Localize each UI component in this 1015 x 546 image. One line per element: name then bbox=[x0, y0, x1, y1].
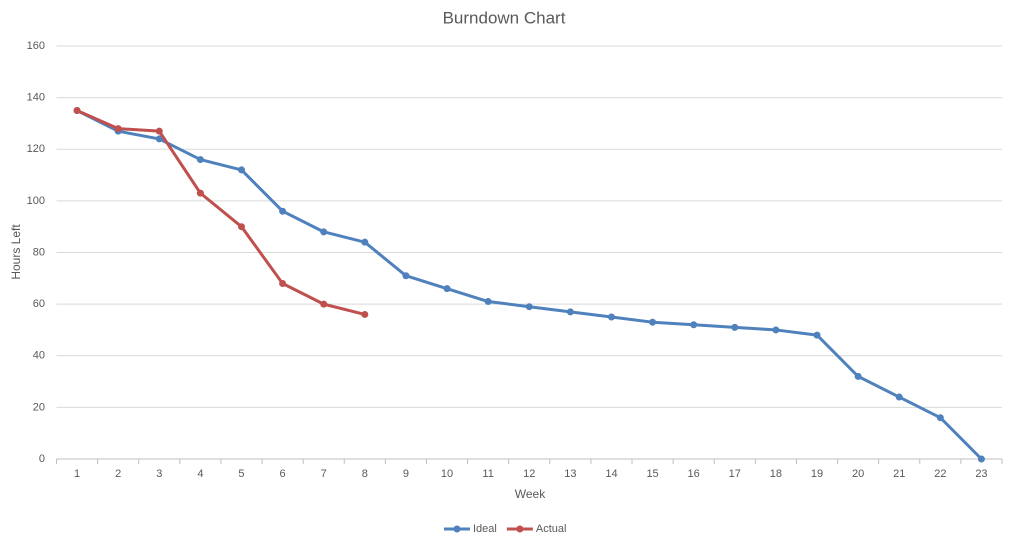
data-point bbox=[237, 166, 245, 174]
legend-label: Actual bbox=[536, 523, 567, 535]
y-tick-label: 140 bbox=[27, 92, 45, 104]
y-tick-label: 100 bbox=[27, 195, 45, 207]
data-point bbox=[279, 279, 287, 287]
data-point bbox=[731, 323, 739, 331]
data-point bbox=[607, 313, 615, 321]
y-tick-label: 80 bbox=[33, 246, 45, 258]
x-tick-label: 21 bbox=[893, 468, 905, 480]
data-point bbox=[443, 285, 451, 293]
data-point bbox=[772, 326, 780, 334]
x-tick-label: 15 bbox=[646, 468, 658, 480]
data-point bbox=[361, 310, 369, 318]
x-tick-label: 9 bbox=[403, 468, 409, 480]
data-point bbox=[977, 455, 985, 463]
legend-marker bbox=[453, 525, 461, 533]
series-line bbox=[76, 109, 983, 461]
x-tick-label: 17 bbox=[729, 468, 741, 480]
x-tick-label: 8 bbox=[362, 468, 368, 480]
x-tick-label: 10 bbox=[441, 468, 453, 480]
x-tick-label: 19 bbox=[811, 468, 823, 480]
x-tick-label: 13 bbox=[564, 468, 576, 480]
data-point bbox=[402, 272, 410, 280]
x-tick-label: 12 bbox=[523, 468, 535, 480]
data-point bbox=[484, 298, 492, 306]
data-point bbox=[155, 135, 163, 143]
x-tick-label: 1 bbox=[74, 468, 80, 480]
x-tick-label: 7 bbox=[321, 468, 327, 480]
data-point bbox=[114, 125, 122, 133]
x-tick-label: 5 bbox=[238, 468, 244, 480]
x-tick-label: 22 bbox=[934, 468, 946, 480]
x-tick-label: 2 bbox=[115, 468, 121, 480]
y-tick-label: 0 bbox=[39, 453, 45, 465]
chart-title: Burndown Chart bbox=[443, 8, 566, 27]
data-point bbox=[196, 189, 204, 197]
data-point bbox=[237, 223, 245, 231]
y-tick-label: 120 bbox=[27, 143, 45, 155]
legend-label: Ideal bbox=[473, 523, 497, 535]
y-tick-label: 20 bbox=[33, 401, 45, 413]
x-tick-label: 16 bbox=[688, 468, 700, 480]
x-axis-title: Week bbox=[515, 487, 546, 501]
y-tick-label: 160 bbox=[27, 40, 45, 52]
x-tick-label: 6 bbox=[280, 468, 286, 480]
data-point bbox=[525, 303, 533, 311]
data-point bbox=[279, 207, 287, 215]
data-point bbox=[320, 300, 328, 308]
x-tick-label: 4 bbox=[197, 468, 203, 480]
data-point bbox=[854, 372, 862, 380]
x-tick-label: 23 bbox=[975, 468, 987, 480]
data-point bbox=[155, 127, 163, 135]
y-tick-label: 60 bbox=[33, 298, 45, 310]
data-point bbox=[566, 308, 574, 316]
data-point bbox=[813, 331, 821, 339]
x-tick-label: 11 bbox=[482, 468, 493, 480]
data-point bbox=[936, 414, 944, 422]
data-point bbox=[690, 321, 698, 329]
data-point bbox=[320, 228, 328, 236]
x-tick-label: 18 bbox=[770, 468, 782, 480]
data-point bbox=[895, 393, 903, 401]
data-point bbox=[361, 238, 369, 246]
y-tick-label: 40 bbox=[33, 350, 45, 362]
data-point bbox=[649, 318, 657, 326]
series-line bbox=[76, 109, 366, 316]
x-tick-label: 3 bbox=[156, 468, 162, 480]
y-axis-title: Hours Left bbox=[9, 224, 23, 280]
data-point bbox=[196, 156, 204, 164]
data-point bbox=[73, 107, 81, 115]
x-tick-label: 14 bbox=[605, 468, 617, 480]
legend-marker bbox=[516, 525, 524, 533]
x-tick-label: 20 bbox=[852, 468, 864, 480]
